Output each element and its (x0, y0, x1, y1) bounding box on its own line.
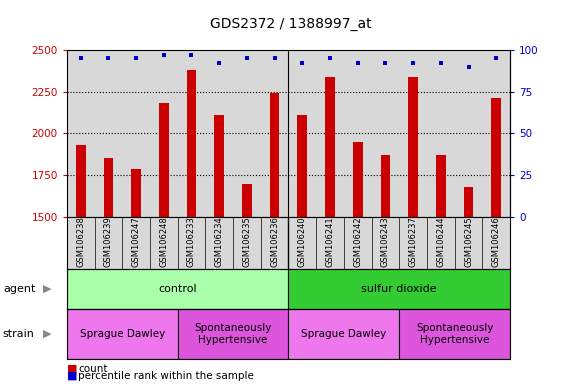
Bar (67, 309, 178, 359)
Text: GSM106241: GSM106241 (325, 217, 335, 267)
Bar (76, 145, 85, 217)
Point (214, 60, 224, 66)
Text: GSM106243: GSM106243 (381, 217, 390, 267)
Bar (67, 269, 288, 309)
Point (159, 52, 168, 58)
Point (436, 60, 446, 66)
Text: GSM106244: GSM106244 (436, 217, 446, 267)
Text: Sprague Dawley: Sprague Dawley (302, 329, 386, 339)
Text: control: control (159, 284, 197, 294)
Bar (242, 184, 252, 217)
Bar (288, 269, 510, 309)
Text: percentile rank within the sample: percentile rank within the sample (78, 371, 254, 381)
Text: ▶: ▶ (44, 329, 52, 339)
Text: GSM106245: GSM106245 (464, 217, 473, 267)
Text: Spontaneously
Hypertensive: Spontaneously Hypertensive (416, 323, 493, 345)
Bar (103, 158, 113, 217)
Bar (297, 115, 307, 217)
Point (408, 60, 418, 66)
Bar (131, 169, 141, 217)
Text: agent: agent (3, 284, 35, 294)
Bar (408, 77, 418, 217)
Bar (492, 98, 501, 217)
Bar (214, 115, 224, 217)
Text: GSM106242: GSM106242 (353, 217, 362, 267)
Text: GSM106238: GSM106238 (76, 217, 85, 267)
Bar (187, 70, 196, 217)
Point (131, 55, 141, 61)
Text: ■: ■ (67, 371, 77, 381)
Point (381, 60, 390, 66)
Bar (464, 187, 474, 217)
Text: GSM106237: GSM106237 (408, 217, 418, 267)
Point (187, 52, 196, 58)
Bar (436, 155, 446, 217)
Point (464, 64, 473, 70)
Point (76, 55, 85, 61)
Text: ■: ■ (67, 364, 77, 374)
Point (270, 55, 279, 61)
Text: Sprague Dawley: Sprague Dawley (80, 329, 165, 339)
Point (353, 60, 363, 66)
Text: GSM106235: GSM106235 (242, 217, 252, 267)
Point (297, 60, 307, 66)
Point (242, 55, 252, 61)
Bar (159, 103, 168, 217)
Text: GSM106248: GSM106248 (159, 217, 168, 267)
Text: strain: strain (3, 329, 35, 339)
Text: GSM106240: GSM106240 (298, 217, 307, 267)
Text: GSM106236: GSM106236 (270, 217, 279, 267)
Bar (288, 309, 399, 359)
Text: count: count (78, 364, 108, 374)
Text: GSM106247: GSM106247 (131, 217, 141, 267)
Text: Spontaneously
Hypertensive: Spontaneously Hypertensive (195, 323, 272, 345)
Text: ▶: ▶ (44, 284, 52, 294)
Bar (270, 93, 279, 217)
Bar (325, 77, 335, 217)
Bar (381, 155, 390, 217)
Bar (399, 309, 510, 359)
Point (492, 55, 501, 61)
Text: GSM106233: GSM106233 (187, 217, 196, 267)
Text: sulfur dioxide: sulfur dioxide (361, 284, 437, 294)
Point (104, 55, 113, 61)
Bar (353, 142, 363, 217)
Text: GSM106234: GSM106234 (215, 217, 224, 267)
Text: GSM106239: GSM106239 (104, 217, 113, 267)
Text: GSM106246: GSM106246 (492, 217, 501, 267)
Point (325, 55, 335, 61)
Bar (178, 309, 288, 359)
Text: GDS2372 / 1388997_at: GDS2372 / 1388997_at (210, 17, 371, 31)
